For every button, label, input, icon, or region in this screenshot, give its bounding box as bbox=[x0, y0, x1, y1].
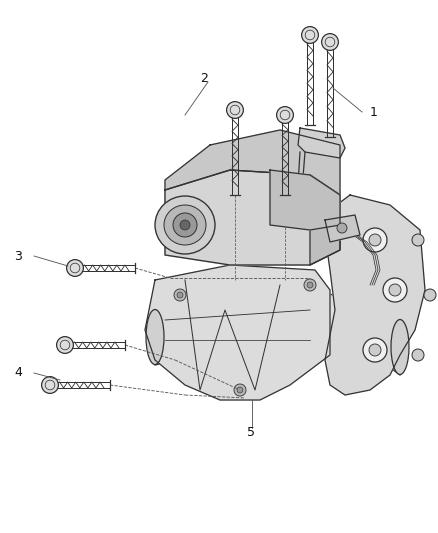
Circle shape bbox=[180, 220, 190, 230]
Ellipse shape bbox=[155, 196, 215, 254]
Ellipse shape bbox=[146, 310, 164, 365]
Circle shape bbox=[337, 223, 347, 233]
Circle shape bbox=[67, 260, 83, 277]
Circle shape bbox=[304, 279, 316, 291]
Circle shape bbox=[412, 349, 424, 361]
Polygon shape bbox=[298, 128, 345, 158]
Circle shape bbox=[383, 278, 407, 302]
Circle shape bbox=[57, 337, 74, 353]
Circle shape bbox=[234, 384, 246, 396]
Polygon shape bbox=[310, 175, 340, 265]
Polygon shape bbox=[145, 265, 330, 400]
Circle shape bbox=[174, 289, 186, 301]
Circle shape bbox=[302, 27, 318, 43]
Text: 5: 5 bbox=[247, 426, 255, 440]
Text: 1: 1 bbox=[370, 106, 378, 118]
Polygon shape bbox=[165, 130, 340, 195]
Circle shape bbox=[412, 234, 424, 246]
Ellipse shape bbox=[164, 205, 206, 245]
Polygon shape bbox=[325, 195, 425, 395]
Circle shape bbox=[321, 34, 339, 51]
Circle shape bbox=[307, 282, 313, 288]
Circle shape bbox=[424, 289, 436, 301]
Ellipse shape bbox=[391, 319, 409, 375]
Text: 3: 3 bbox=[14, 249, 22, 262]
Circle shape bbox=[369, 234, 381, 246]
Polygon shape bbox=[155, 290, 400, 375]
Circle shape bbox=[226, 102, 244, 118]
Polygon shape bbox=[270, 170, 340, 230]
Polygon shape bbox=[325, 215, 360, 242]
Circle shape bbox=[237, 387, 243, 393]
Circle shape bbox=[363, 338, 387, 362]
Text: 4: 4 bbox=[14, 367, 22, 379]
Circle shape bbox=[173, 213, 197, 237]
Circle shape bbox=[277, 107, 293, 124]
Circle shape bbox=[389, 284, 401, 296]
Circle shape bbox=[42, 377, 58, 393]
Circle shape bbox=[363, 228, 387, 252]
Polygon shape bbox=[165, 170, 340, 265]
Text: 2: 2 bbox=[200, 71, 208, 85]
Circle shape bbox=[177, 292, 183, 298]
Circle shape bbox=[369, 344, 381, 356]
